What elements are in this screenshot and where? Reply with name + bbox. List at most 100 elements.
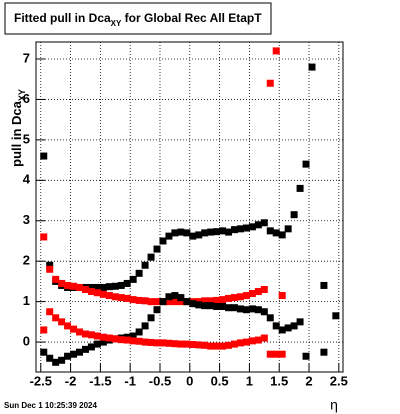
marker xyxy=(225,304,233,312)
marker xyxy=(254,221,262,229)
marker xyxy=(159,339,167,347)
marker xyxy=(195,341,203,349)
marker xyxy=(111,293,119,301)
marker xyxy=(135,296,143,304)
marker xyxy=(81,286,89,293)
marker xyxy=(87,343,95,351)
marker xyxy=(165,293,173,301)
x-tick-label: 2.5 xyxy=(330,373,348,388)
marker xyxy=(46,354,54,362)
marker xyxy=(278,326,286,334)
marker xyxy=(195,231,203,239)
marker xyxy=(64,281,72,289)
marker xyxy=(183,340,191,348)
marker xyxy=(52,275,60,283)
marker xyxy=(213,296,221,304)
marker xyxy=(189,300,197,308)
title-main: Fitted pull in Dca xyxy=(14,11,111,25)
marker xyxy=(123,279,131,287)
marker xyxy=(135,269,143,277)
marker xyxy=(93,283,101,291)
marker xyxy=(284,225,292,233)
marker xyxy=(272,322,280,330)
marker xyxy=(189,341,197,348)
marker xyxy=(111,335,119,343)
marker xyxy=(58,279,66,287)
y-tick-label: 3 xyxy=(23,212,30,227)
marker xyxy=(117,294,125,302)
marker xyxy=(236,339,244,347)
x-tick-label: -0.5 xyxy=(149,373,171,388)
marker xyxy=(129,332,137,340)
marker xyxy=(254,306,262,314)
marker xyxy=(58,318,66,326)
marker xyxy=(147,298,155,306)
y-tick-label: 4 xyxy=(23,172,31,187)
marker xyxy=(159,298,167,306)
title-box xyxy=(4,2,272,35)
marker xyxy=(260,308,268,316)
marker xyxy=(171,340,179,348)
marker xyxy=(141,261,149,269)
y-axis-label: pull in DcaXY xyxy=(9,89,27,167)
marker xyxy=(165,232,173,240)
marker xyxy=(93,332,101,340)
marker xyxy=(52,314,60,322)
marker xyxy=(141,338,149,346)
marker xyxy=(320,348,328,356)
marker xyxy=(242,306,250,314)
marker xyxy=(260,219,268,227)
marker xyxy=(260,286,268,293)
marker xyxy=(40,233,48,241)
marker xyxy=(231,304,239,312)
title-rest: for Global Rec All EtapT xyxy=(121,11,262,25)
marker xyxy=(236,293,244,301)
x-tick-label: 2 xyxy=(305,373,312,388)
marker xyxy=(296,318,304,326)
marker xyxy=(231,294,239,302)
y-tick-label: 0 xyxy=(23,334,30,349)
marker xyxy=(81,345,89,353)
marker xyxy=(87,283,95,291)
marker xyxy=(248,223,256,231)
marker xyxy=(147,338,155,346)
marker xyxy=(76,328,84,336)
marker xyxy=(219,227,227,235)
marker xyxy=(123,336,131,344)
marker xyxy=(165,339,173,347)
marker xyxy=(52,358,60,366)
marker xyxy=(64,352,72,360)
title-subscript: XY xyxy=(111,19,122,28)
marker xyxy=(272,229,280,237)
marker xyxy=(278,292,286,300)
marker xyxy=(308,63,316,71)
marker xyxy=(272,47,280,55)
marker xyxy=(46,308,54,316)
marker xyxy=(153,245,161,253)
marker xyxy=(165,298,173,306)
marker xyxy=(40,326,48,334)
marker xyxy=(225,294,233,302)
marker xyxy=(153,339,161,347)
marker xyxy=(231,226,239,234)
marker xyxy=(70,350,78,358)
marker xyxy=(236,305,244,313)
marker xyxy=(207,302,215,310)
x-tick-label: -2.5 xyxy=(30,373,52,388)
y-tick-label: 6 xyxy=(23,91,30,106)
marker xyxy=(195,301,203,309)
marker xyxy=(105,334,113,342)
marker xyxy=(58,356,66,364)
marker xyxy=(248,290,256,298)
marker xyxy=(213,228,221,236)
marker xyxy=(117,281,125,289)
marker xyxy=(87,331,95,339)
marker xyxy=(254,288,262,296)
marker xyxy=(40,152,48,160)
marker xyxy=(213,342,221,350)
marker xyxy=(70,325,78,333)
marker xyxy=(213,302,221,310)
x-tick-label: 0 xyxy=(186,373,193,388)
marker xyxy=(290,211,298,219)
y-label-subscript: XY xyxy=(17,89,27,101)
